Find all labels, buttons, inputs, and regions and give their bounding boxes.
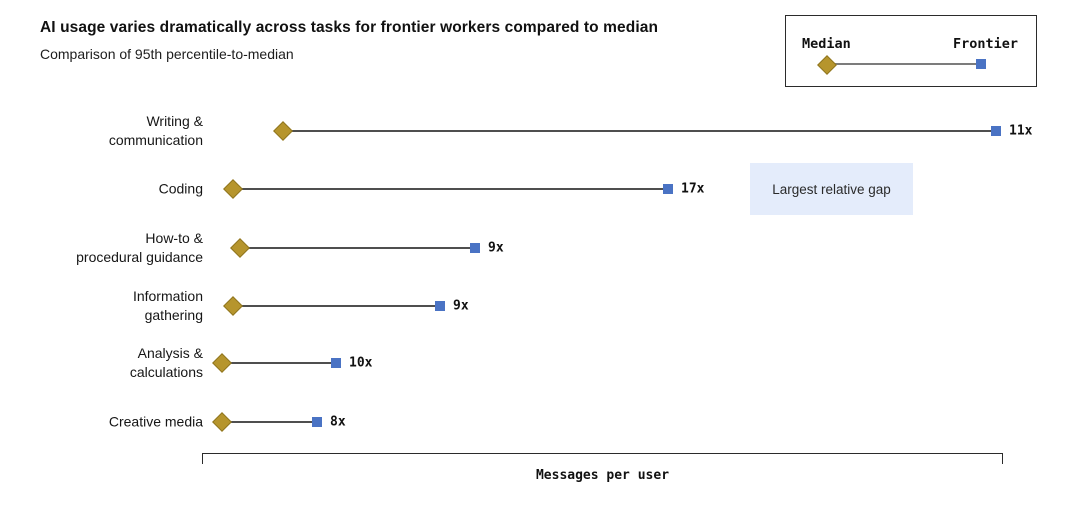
legend-connector-line	[826, 63, 981, 65]
ratio-label: 8x	[330, 414, 346, 430]
frontier-marker	[331, 358, 341, 368]
ratio-label: 9x	[453, 298, 469, 314]
legend-frontier-square-icon	[976, 59, 986, 69]
frontier-marker	[312, 417, 322, 427]
x-axis-bracket	[202, 453, 1003, 464]
annotation-largest-gap: Largest relative gap	[750, 163, 913, 215]
legend-box: Median Frontier	[785, 15, 1037, 87]
category-label: Analysis & calculations	[129, 345, 203, 380]
legend-median-diamond-icon	[817, 55, 837, 75]
legend-frontier-label: Frontier	[952, 36, 1018, 52]
frontier-marker	[435, 301, 445, 311]
connector-line	[222, 362, 336, 364]
category-label: Creative media	[108, 413, 203, 430]
frontier-marker	[991, 126, 1001, 136]
category-label: Writing & communication	[108, 113, 203, 148]
connector-line	[222, 421, 317, 423]
connector-line	[240, 247, 475, 249]
category-label: How-to & procedural guidance	[76, 230, 203, 265]
frontier-marker	[663, 184, 673, 194]
legend-median-label: Median	[802, 36, 851, 52]
median-marker	[212, 353, 232, 373]
connector-line	[283, 130, 996, 132]
median-marker	[223, 179, 243, 199]
connector-line	[233, 188, 668, 190]
median-marker	[273, 121, 293, 141]
ratio-label: 11x	[1009, 123, 1033, 139]
median-marker	[212, 412, 232, 432]
chart-subtitle: Comparison of 95th percentile-to-median	[40, 46, 294, 62]
category-label: Information gathering	[132, 288, 203, 323]
frontier-marker	[470, 243, 480, 253]
x-axis-label: Messages per user	[535, 468, 670, 483]
connector-line	[233, 305, 440, 307]
chart-title: AI usage varies dramatically across task…	[40, 19, 659, 36]
median-marker	[223, 296, 243, 316]
ratio-label: 17x	[681, 181, 705, 197]
ratio-label: 9x	[488, 240, 504, 256]
ratio-label: 10x	[349, 355, 373, 371]
median-marker	[230, 238, 250, 258]
category-label: Coding	[158, 180, 203, 197]
